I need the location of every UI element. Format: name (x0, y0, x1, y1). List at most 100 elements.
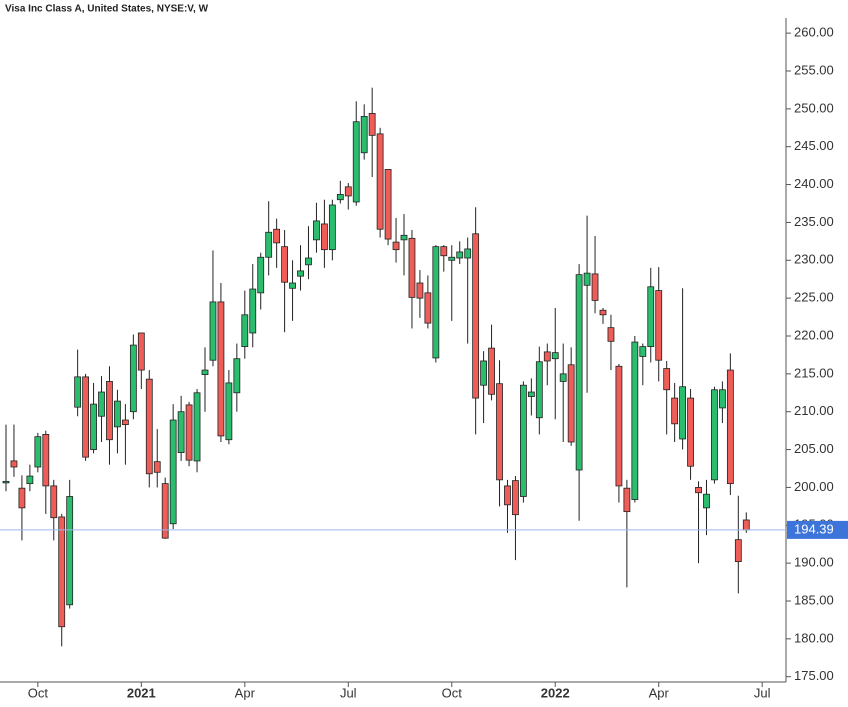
candle-body (575, 274, 583, 471)
candle-body (376, 133, 384, 230)
candle-body (201, 369, 209, 376)
candle-body (233, 358, 241, 394)
candle-body (74, 376, 82, 408)
candle-body (273, 228, 281, 244)
candle-body (456, 251, 464, 259)
candle-body (623, 487, 631, 513)
y-tick-label: 260.00 (794, 25, 834, 40)
candle-body (34, 436, 42, 468)
y-tick-label: 240.00 (794, 176, 834, 191)
x-tick-label: Jul (754, 685, 771, 700)
candle-body (82, 376, 89, 458)
candle-body (535, 361, 543, 419)
candle-body (695, 487, 702, 494)
candle-body (368, 112, 376, 136)
x-tick-label: 2022 (541, 685, 570, 700)
candle-body (122, 419, 129, 425)
x-tick-label: 2021 (127, 685, 156, 700)
candle-body (90, 403, 97, 450)
candle-body (344, 186, 352, 197)
y-tick-label: 220.00 (794, 327, 834, 342)
candle-body (512, 480, 519, 516)
candle-body (424, 292, 432, 324)
y-tick-label: 255.00 (794, 62, 834, 77)
candle-body (615, 365, 623, 487)
candle-body (400, 234, 408, 241)
candle-body (416, 282, 424, 299)
candle-body (671, 397, 679, 425)
candle-body (177, 411, 185, 453)
candle-body (265, 231, 273, 258)
candle-body (114, 400, 121, 428)
candle-body (313, 220, 320, 241)
candle-body (289, 282, 296, 289)
candle-body (543, 351, 551, 362)
candle-body (726, 369, 734, 485)
candle-body (496, 383, 503, 481)
y-tick-label: 205.00 (794, 441, 834, 456)
y-tick-label: 245.00 (794, 138, 834, 153)
y-tick-label: 210.00 (794, 403, 834, 418)
candle-body (281, 246, 289, 283)
y-tick-label: 190.00 (794, 555, 834, 570)
candle-body (687, 397, 694, 467)
candle-body (432, 246, 440, 359)
candle-body (719, 389, 726, 409)
candle-body (249, 288, 257, 334)
candle-body (161, 483, 169, 539)
candle-body (241, 314, 249, 347)
candle-body (742, 519, 750, 531)
candle-body (98, 391, 105, 417)
candle-body (472, 233, 480, 399)
candle-body (559, 373, 567, 382)
candle-body (520, 384, 527, 497)
candle-body (567, 364, 575, 443)
candle-body (106, 381, 113, 441)
candle-body (591, 273, 599, 301)
candle-body (408, 237, 416, 298)
y-tick-label: 215.00 (794, 365, 834, 380)
candle-body (58, 516, 66, 628)
candle-body (480, 360, 488, 386)
x-tick-label: Oct (28, 685, 49, 700)
y-tick-label: 175.00 (794, 668, 834, 683)
candle-body (504, 485, 511, 506)
candle-body (297, 270, 304, 277)
candle-body (607, 327, 615, 342)
candle-body (145, 378, 153, 475)
candle-body (305, 257, 312, 266)
candle-body (217, 301, 225, 437)
y-tick-label: 250.00 (794, 100, 834, 115)
candle-body (639, 346, 647, 357)
candle-body (679, 386, 686, 440)
candle-body (583, 272, 591, 286)
candle-body (352, 121, 360, 203)
candle-body (647, 286, 655, 347)
candle-body (440, 246, 448, 257)
y-tick-label: 225.00 (794, 290, 834, 305)
candle-body (18, 487, 26, 509)
candle-body (209, 301, 217, 361)
candle-body (448, 256, 456, 261)
candle-body (336, 194, 344, 201)
y-tick-label: 185.00 (794, 592, 834, 607)
chart-title: Visa Inc Class A, United States, NYSE:V,… (5, 4, 209, 15)
candle-body (193, 392, 201, 462)
candle-body (129, 344, 137, 413)
candle-body (26, 475, 34, 485)
candle-body (734, 539, 742, 563)
y-tick-label: 230.00 (794, 252, 834, 267)
candle-body (153, 461, 161, 473)
candle-body (663, 368, 671, 391)
candle-body (169, 419, 177, 525)
y-tick-label: 180.00 (794, 630, 834, 645)
candle-body (631, 341, 639, 500)
candle-body (328, 204, 336, 251)
candle-body (320, 223, 328, 251)
candle-body (137, 332, 145, 371)
candle-body (464, 248, 472, 259)
candle-body (599, 309, 607, 316)
candle-body (185, 404, 193, 461)
candle-body (703, 493, 710, 509)
